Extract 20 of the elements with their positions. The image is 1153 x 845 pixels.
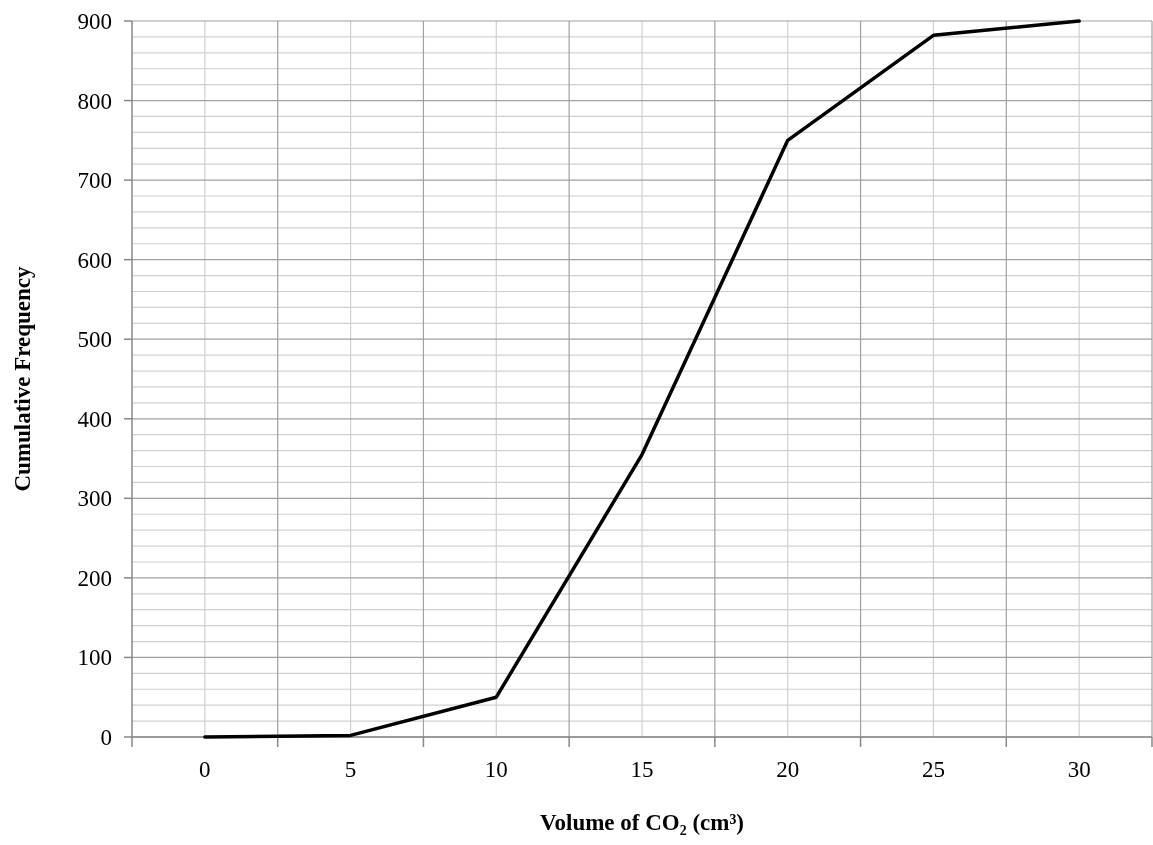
x-axis-title: Volume of CO₂ (cm³) <box>540 810 744 835</box>
y-tick-label: 700 <box>77 168 112 194</box>
x-tick-label: 0 <box>199 757 211 782</box>
y-tick-label: 900 <box>77 9 112 35</box>
y-axis-title: Cumulative Frequency <box>10 265 35 492</box>
y-tick-label: 600 <box>77 247 112 273</box>
y-tick-label: 300 <box>77 486 112 512</box>
x-tick-label: 30 <box>1067 757 1091 782</box>
y-tick-label: 0 <box>100 725 112 751</box>
x-tick-label: 20 <box>776 757 800 782</box>
x-tick-label: 10 <box>484 757 508 782</box>
y-tick-label: 400 <box>77 406 112 432</box>
y-tick-label: 800 <box>77 88 112 114</box>
x-tick-label: 15 <box>630 757 654 782</box>
y-tick-label: 500 <box>77 327 112 353</box>
y-tick-label: 200 <box>77 565 112 591</box>
y-tick-label: 100 <box>77 645 112 671</box>
line-series <box>203 19 1081 739</box>
x-tick-label: 5 <box>344 757 357 782</box>
x-tick-label: 25 <box>921 757 945 782</box>
